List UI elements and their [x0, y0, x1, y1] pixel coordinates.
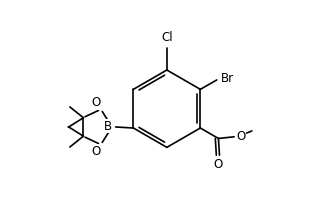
Text: Br: Br [221, 72, 234, 85]
Text: O: O [91, 96, 100, 110]
Text: Cl: Cl [161, 31, 173, 44]
Text: B: B [104, 120, 113, 133]
Text: O: O [236, 130, 246, 143]
Text: O: O [91, 145, 100, 158]
Text: O: O [214, 158, 223, 171]
